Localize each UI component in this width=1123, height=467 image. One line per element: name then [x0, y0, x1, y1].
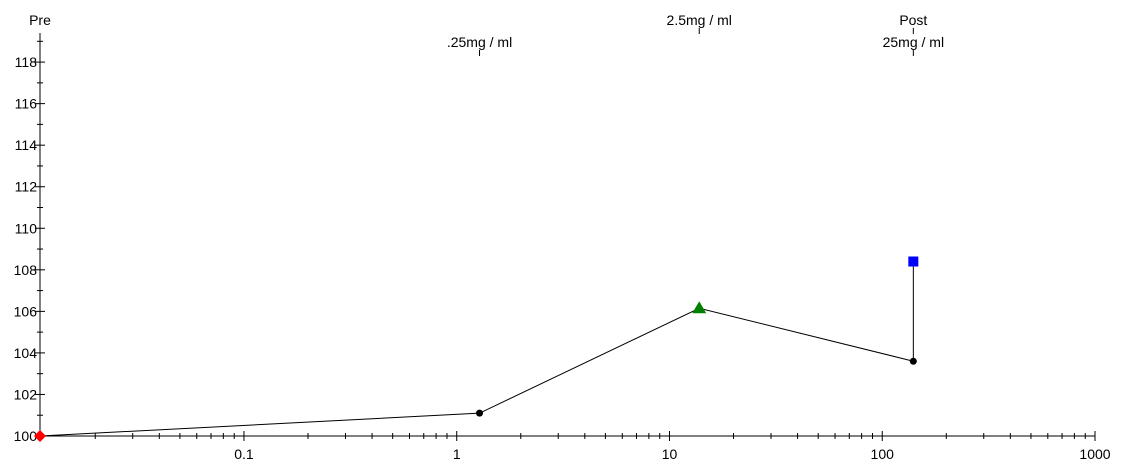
annotation: .25mg / ml [447, 34, 512, 50]
annotation: Post [899, 12, 927, 28]
marker [692, 301, 707, 314]
y-tick-label: 114 [15, 137, 38, 153]
line [39, 261, 914, 437]
annotation: 2.5mg / ml [667, 12, 732, 28]
marker [908, 256, 919, 267]
x-tick-label: 1000 [1079, 446, 1110, 462]
y-tick-label: 104 [14, 345, 38, 361]
y-tick-label: 100 [14, 428, 38, 444]
annotation: 25mg / ml [883, 34, 944, 50]
x-tick-label: 100 [871, 446, 895, 462]
y-tick-label: 116 [15, 96, 38, 112]
marker [909, 357, 917, 365]
marker [34, 430, 46, 442]
y-tick-label: 110 [15, 220, 38, 236]
y-tick-label: 112 [15, 179, 38, 195]
y-tick-label: 106 [14, 303, 38, 319]
x-tick-label: 10 [662, 446, 678, 462]
y-tick-label: 108 [14, 262, 38, 278]
y-tick-label: 118 [15, 54, 38, 70]
x-tick-label: 0.1 [234, 446, 254, 462]
x-tick-label: 1 [453, 446, 461, 462]
annotation: Pre [29, 12, 51, 28]
marker [476, 409, 484, 417]
y-tick-label: 102 [14, 386, 38, 402]
